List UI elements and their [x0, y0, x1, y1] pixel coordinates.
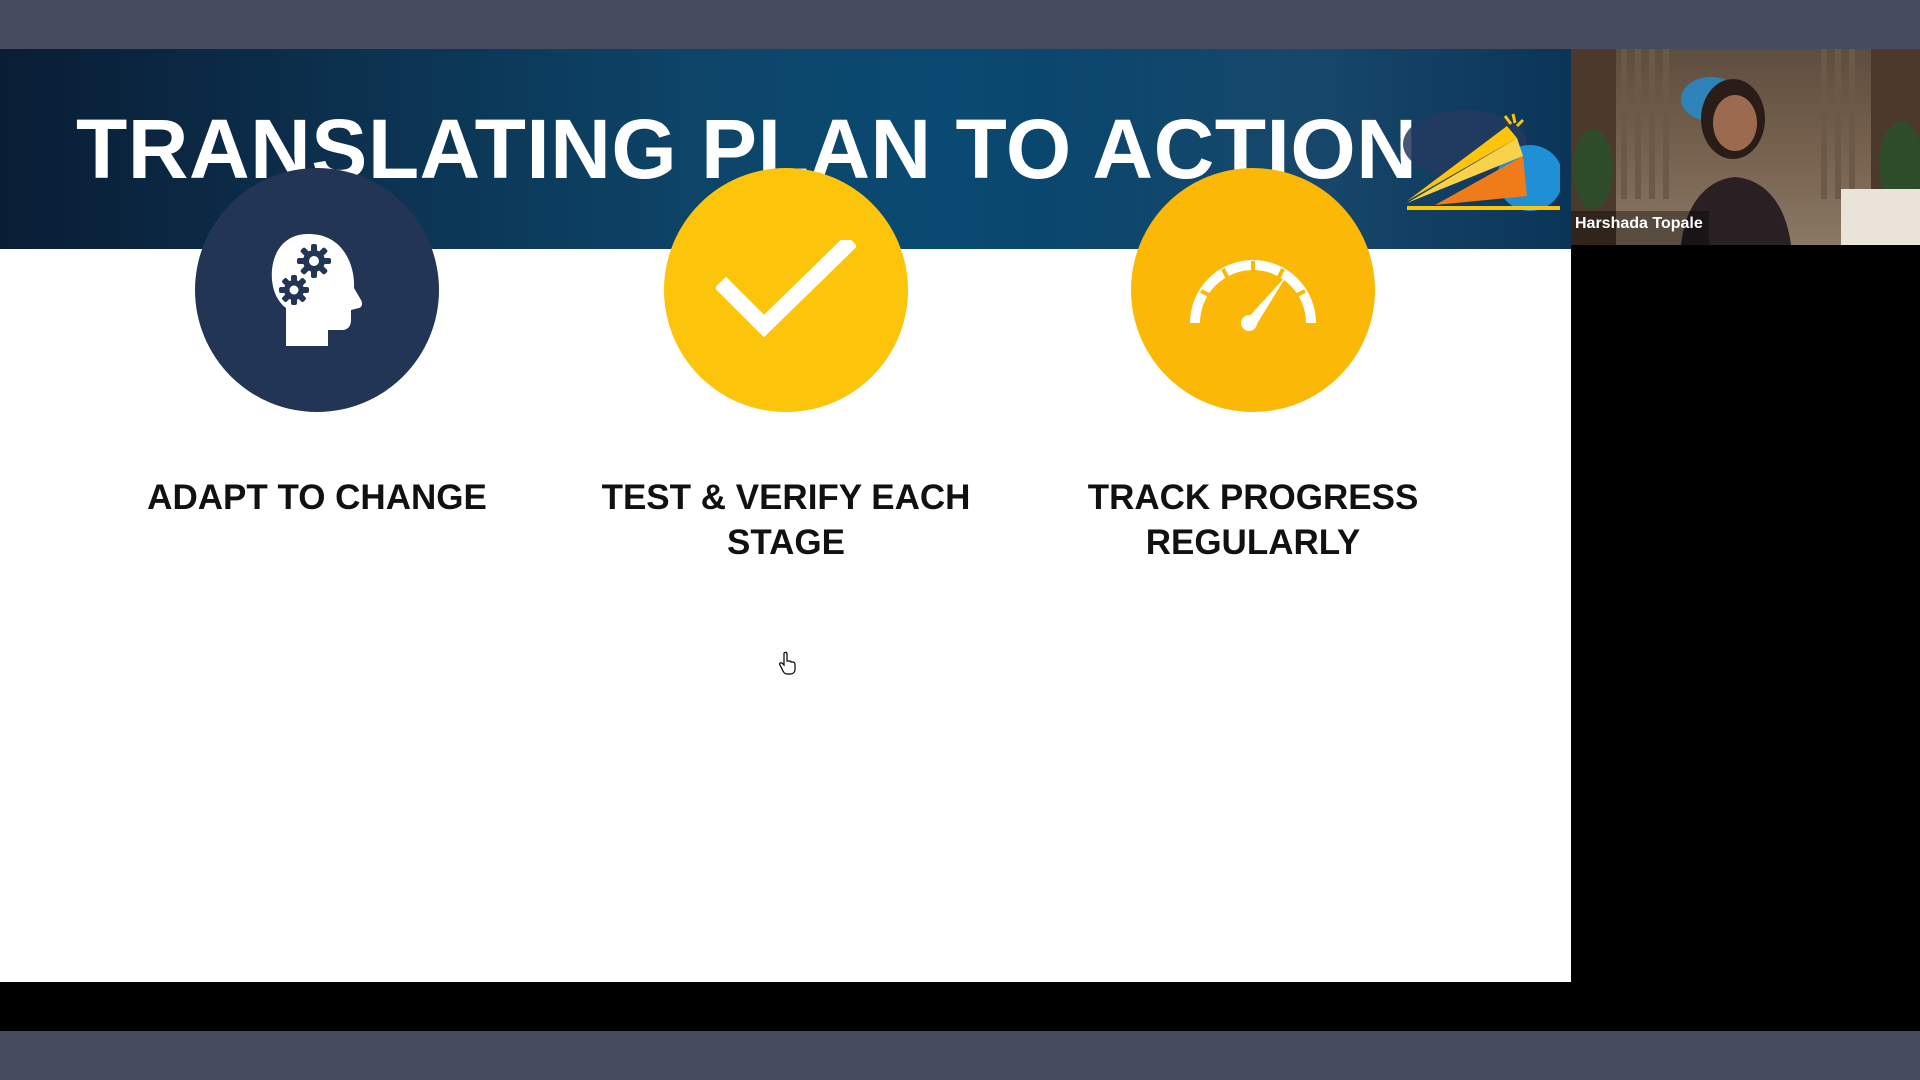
- feature-circle-amber: [1131, 168, 1375, 412]
- speedometer-icon: [1190, 260, 1316, 331]
- feature-label: TEST & VERIFY EACH STAGE: [601, 478, 971, 562]
- participant-name: Harshada Topale: [1571, 211, 1709, 245]
- feature-label: ADAPT TO CHANGE: [147, 478, 487, 517]
- sunrise-cloud-logo: [1403, 110, 1560, 211]
- head-gears-icon: [271, 234, 363, 346]
- feature-adapt-to-change: ADAPT TO CHANGE: [107, 168, 527, 628]
- feature-circle-yellow: [664, 168, 908, 412]
- feature-circle-navy: [195, 168, 439, 412]
- feature-test-verify: TEST & VERIFY EACH STAGE: [576, 168, 996, 628]
- feature-label: TRACK PROGRESS REGULARLY: [1087, 478, 1419, 562]
- checkmark-icon: [716, 240, 856, 338]
- feature-track-progress: TRACK PROGRESS REGULARLY: [1043, 168, 1463, 628]
- participant-video: [1571, 49, 1920, 245]
- hand-cursor-icon: [779, 651, 796, 675]
- participant-video-tile[interactable]: Harshada Topale: [1571, 49, 1920, 245]
